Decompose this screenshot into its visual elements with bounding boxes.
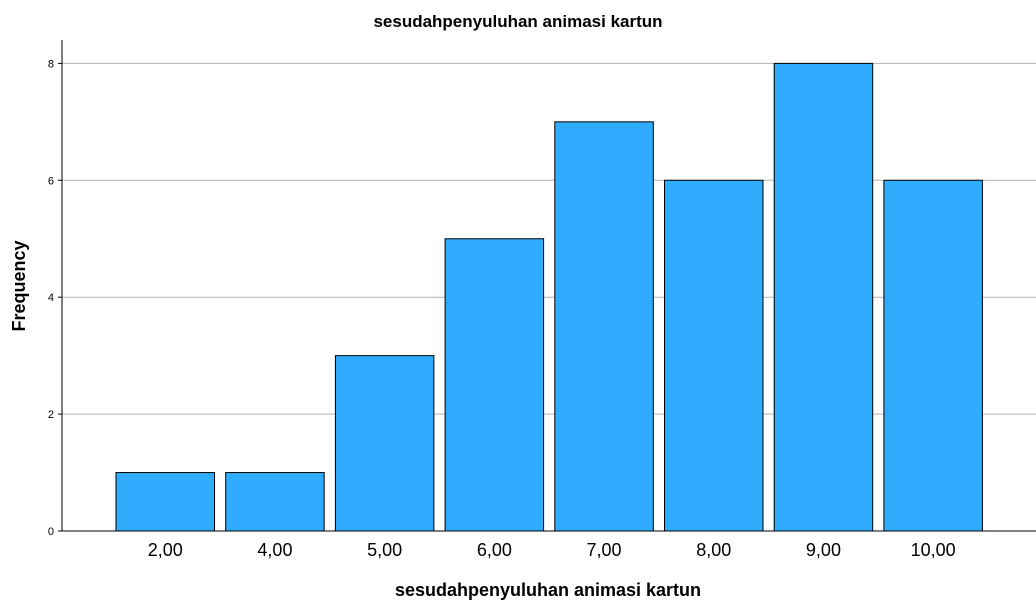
x-axis-label: sesudahpenyuluhan animasi kartun	[395, 580, 701, 600]
bar-9-00	[773, 62, 874, 532]
x-axis-ticks: 2,00 4,00 5,00 6,00 7,00 8,00 9,00 10,00	[148, 540, 956, 560]
y-tick-label: 2	[48, 409, 54, 421]
x-tick-label: 2,00	[148, 540, 183, 560]
x-tick-label: 6,00	[477, 540, 512, 560]
x-tick-label: 7,00	[587, 540, 622, 560]
x-tick-label: 8,00	[696, 540, 731, 560]
bar-4-00	[225, 472, 325, 532]
x-tick-label: 9,00	[806, 540, 841, 560]
bars	[115, 62, 983, 532]
bar-8-00	[664, 179, 764, 532]
y-tick-label: 8	[48, 58, 54, 70]
chart-title: sesudahpenyuluhan animasi kartun	[373, 12, 662, 31]
gridlines	[62, 62, 1036, 415]
x-tick-label: 5,00	[367, 540, 402, 560]
y-tick-label: 6	[48, 175, 54, 187]
bar-7-00	[554, 121, 654, 532]
bar-6-00	[444, 238, 545, 532]
y-axis-ticks: 0 2 4 6 8	[48, 58, 62, 538]
bar-5-00	[334, 355, 435, 532]
x-tick-label: 10,00	[911, 540, 956, 560]
y-axis-label: Frequency	[9, 240, 29, 331]
bar-2-00	[115, 472, 215, 532]
y-tick-label: 4	[48, 292, 54, 304]
bar-10-00	[883, 179, 983, 532]
x-tick-label: 4,00	[257, 540, 292, 560]
y-tick-label: 0	[48, 526, 54, 538]
